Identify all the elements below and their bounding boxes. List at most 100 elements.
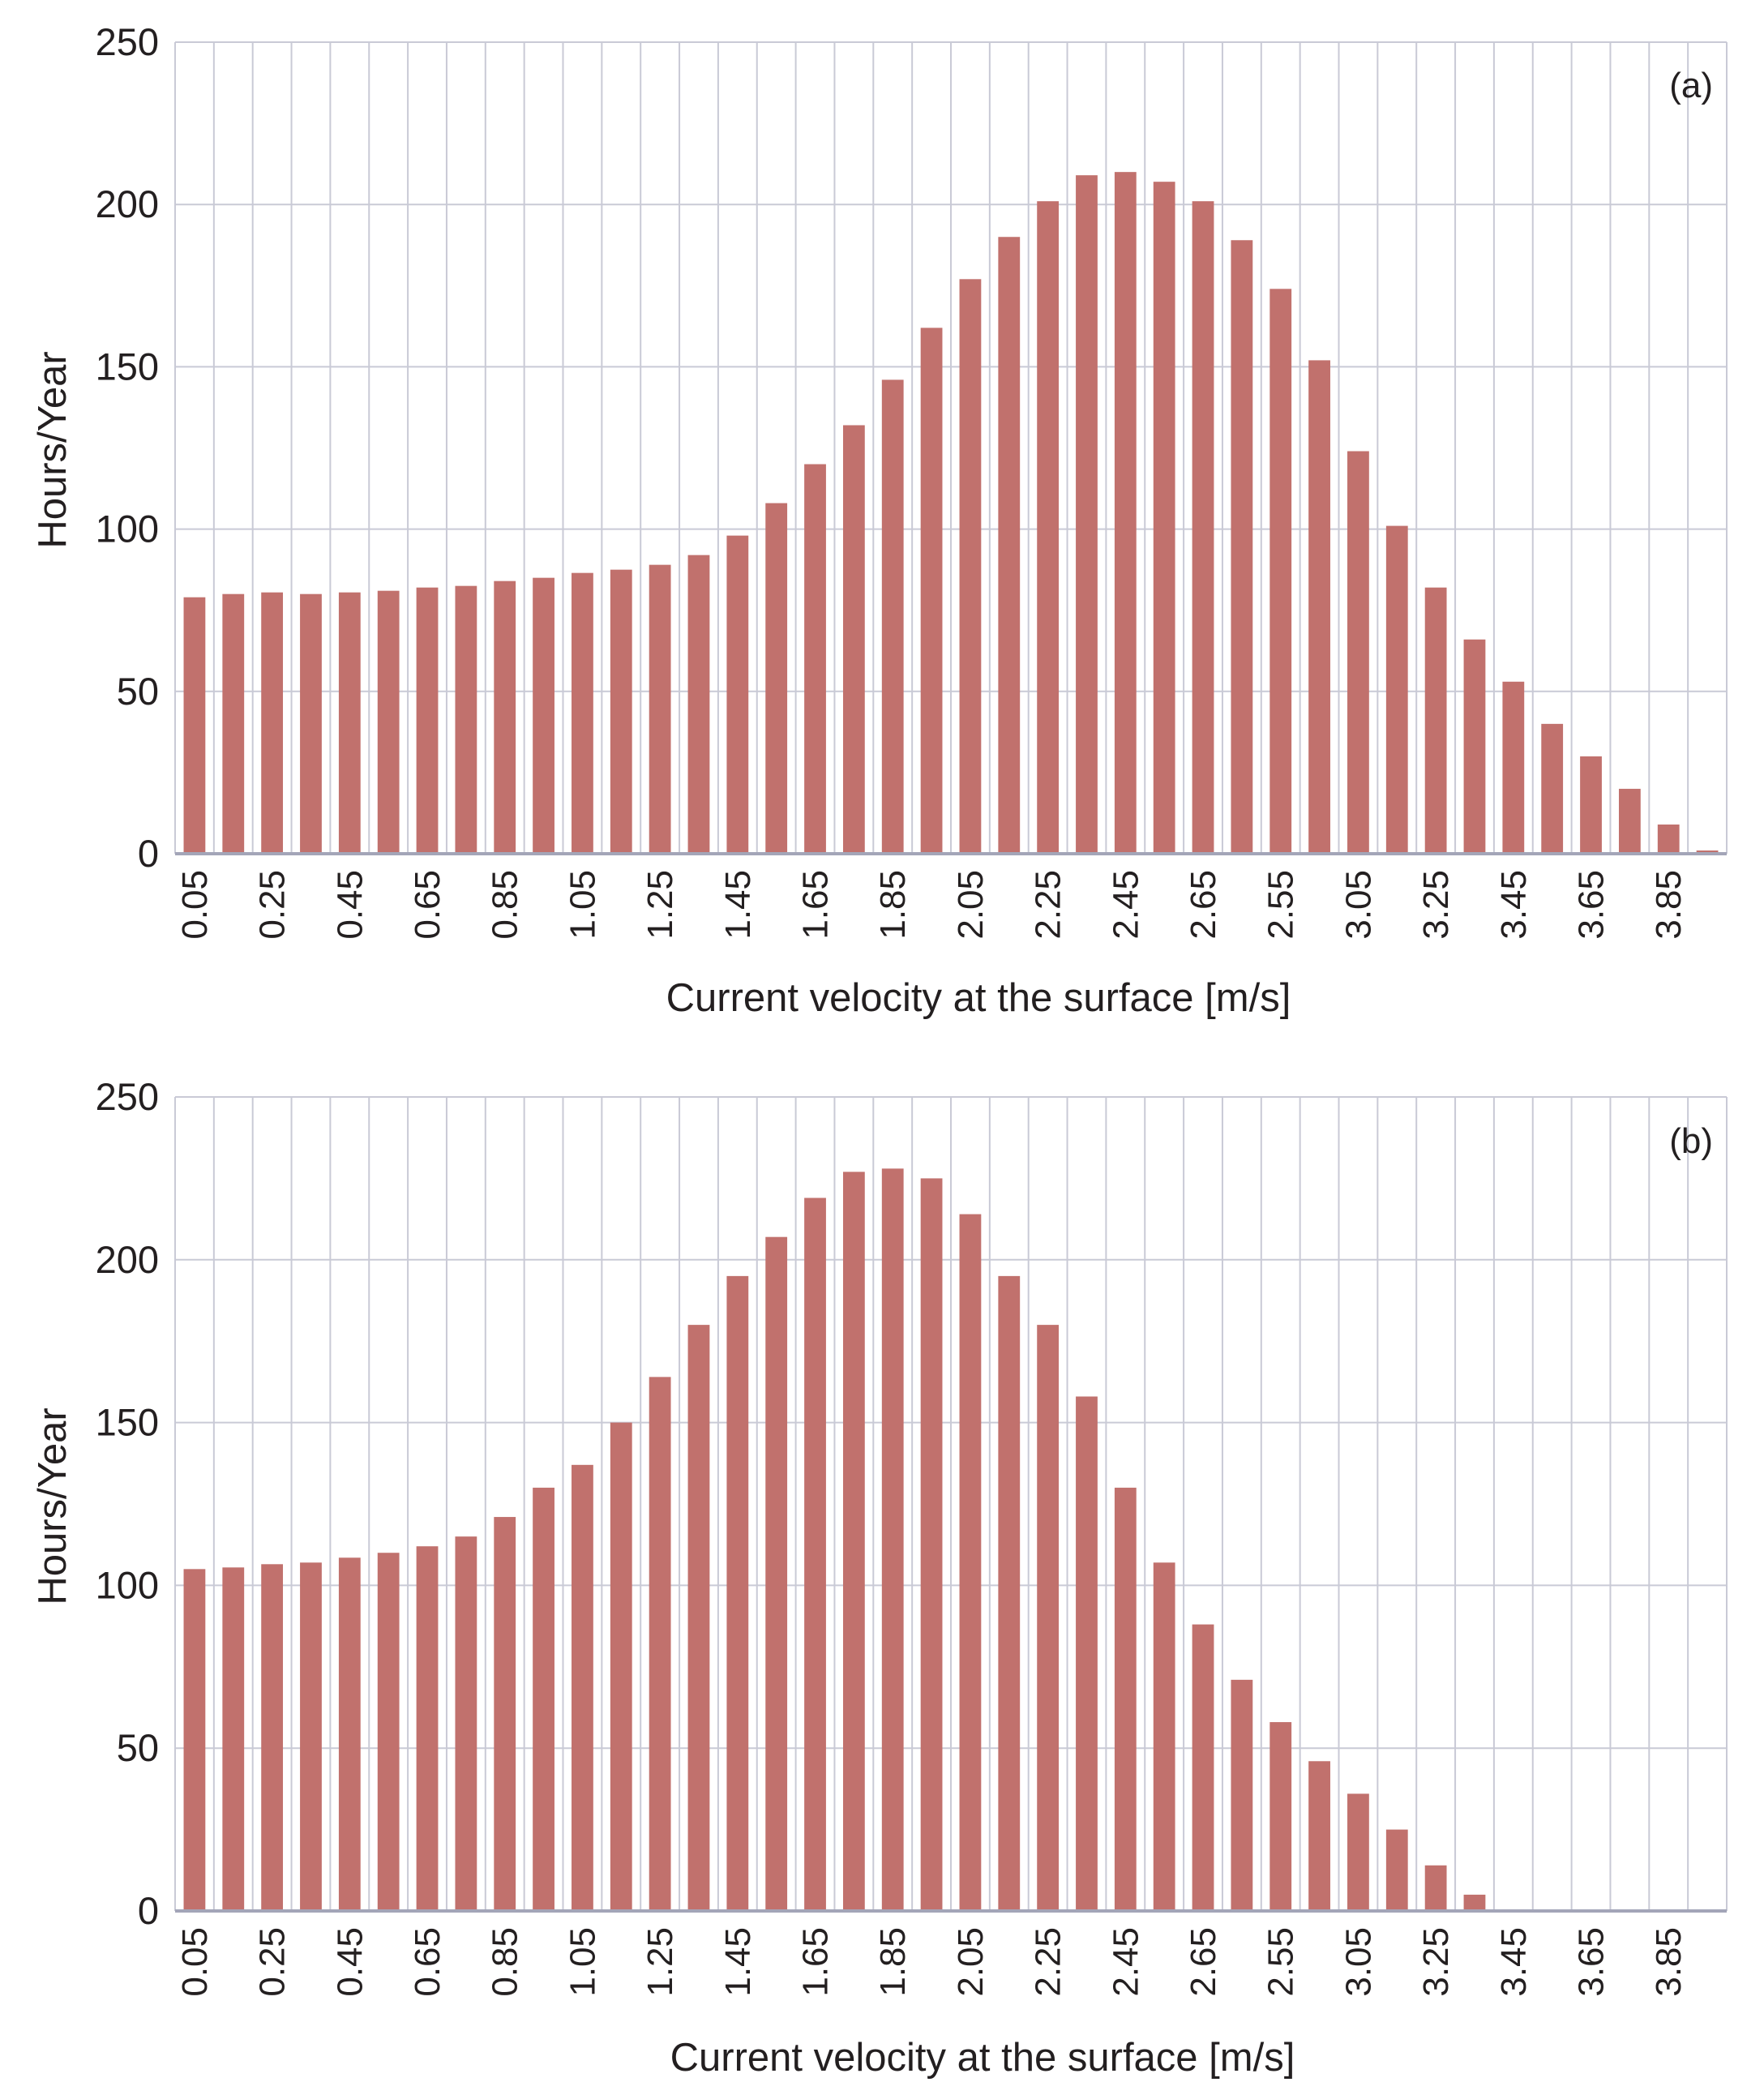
x-tick-label: 3.45	[1494, 870, 1534, 940]
x-tick-label: 2.45	[1106, 870, 1145, 940]
x-tick-label: 0.85	[486, 1927, 525, 1997]
y-axis-label: Hours/Year	[31, 351, 75, 548]
x-tick-label: 0.05	[175, 1927, 215, 1997]
bar	[920, 1178, 943, 1911]
y-ticks: 0 50 100 150 200 250	[96, 1075, 159, 1932]
bar	[1192, 1624, 1214, 1911]
bar	[1696, 850, 1719, 854]
x-tick-label: 2.55	[1261, 870, 1301, 940]
bar	[455, 585, 477, 854]
bar	[804, 1197, 826, 1911]
bar	[1463, 1894, 1486, 1911]
y-tick-label: 250	[96, 1075, 159, 1118]
bar	[416, 587, 439, 854]
bar	[649, 564, 671, 854]
bar	[1308, 1761, 1330, 1911]
x-tick-label: 0.85	[486, 870, 525, 940]
bar	[687, 555, 710, 854]
x-tick-label: 2.05	[951, 870, 991, 940]
bar	[726, 535, 749, 854]
y-tick-label: 250	[96, 20, 159, 63]
bar	[842, 425, 865, 854]
bar	[338, 1557, 361, 1911]
bar	[1231, 240, 1253, 854]
bar	[1463, 639, 1486, 854]
x-tick-label: 1.05	[563, 870, 602, 940]
bar	[1192, 201, 1214, 855]
y-axis-label: Hours/Year	[31, 1407, 75, 1604]
bar	[1037, 201, 1060, 855]
bar	[455, 1536, 477, 1911]
chart-panel-b: 0 50 100 150 200 250 0.05 0.25 0.45 0.65 0.85 1.05 1…	[31, 1075, 1728, 2080]
bar	[533, 1487, 554, 1911]
bar	[1269, 1722, 1292, 1911]
x-tick-label: 0.05	[175, 870, 215, 940]
x-tick-label: 3.05	[1338, 870, 1378, 940]
x-tick-label: 1.25	[640, 1927, 680, 1997]
y-tick-label: 150	[96, 345, 159, 388]
bar	[338, 592, 361, 854]
x-tick-label: 0.45	[330, 1927, 370, 1997]
bar	[998, 237, 1021, 854]
x-tick-label: 2.55	[1261, 1927, 1301, 1997]
bar	[1502, 681, 1525, 854]
gridlines	[174, 41, 1728, 854]
x-tick-label: 1.45	[718, 1927, 758, 1997]
bar	[881, 1168, 904, 1911]
x-tick-label: 3.65	[1572, 870, 1612, 940]
bar	[959, 1214, 982, 1911]
bar	[261, 592, 284, 854]
bar	[494, 581, 516, 854]
bar	[300, 1562, 322, 1911]
bar	[300, 593, 322, 854]
bars	[183, 172, 1719, 855]
bar	[1657, 824, 1680, 854]
bar	[1580, 756, 1602, 854]
bar	[998, 1275, 1021, 1911]
y-tick-label: 200	[96, 1238, 159, 1281]
bar	[649, 1377, 671, 1911]
x-tick-label: 0.65	[408, 1927, 447, 1997]
y-tick-label: 50	[117, 1726, 159, 1769]
x-ticks: 0.05 0.25 0.45 0.65 0.85 1.05 1.25 1.45 1.65 1.85…	[175, 870, 1689, 940]
bar	[1076, 1396, 1098, 1911]
gridlines	[174, 1096, 1728, 1911]
x-tick-label: 1.65	[796, 870, 836, 940]
bar	[572, 572, 593, 854]
bar	[687, 1325, 710, 1911]
x-tick-label: 3.25	[1416, 1927, 1456, 1997]
chart-panel-a: 0 50 100 150 200 250 0.05 0.25 0.45 0.65 0.85 1.05 1…	[31, 20, 1728, 1020]
x-tick-label: 1.25	[640, 870, 680, 940]
bar	[572, 1464, 593, 1911]
y-tick-label: 150	[96, 1401, 159, 1444]
bar	[881, 379, 904, 854]
x-tick-label: 2.25	[1029, 1927, 1068, 1997]
bar	[765, 1236, 788, 1911]
x-tick-label: 1.45	[718, 870, 758, 940]
x-tick-label: 0.65	[408, 870, 447, 940]
bar	[1269, 289, 1292, 855]
bar	[183, 1569, 206, 1911]
x-axis-label: Current velocity at the surface [m/s]	[666, 976, 1291, 1020]
panel-label: (b)	[1669, 1121, 1713, 1161]
x-tick-label: 3.85	[1649, 1927, 1689, 1997]
bar	[1541, 723, 1564, 854]
bar	[1037, 1325, 1060, 1911]
bar	[1308, 360, 1330, 855]
bar	[533, 577, 554, 854]
bar	[416, 1546, 439, 1911]
bar	[1231, 1679, 1253, 1911]
bar	[1114, 172, 1137, 854]
x-tick-label: 2.65	[1184, 1927, 1223, 1997]
x-tick-label: 0.45	[330, 870, 370, 940]
bar	[1424, 1865, 1447, 1911]
y-ticks: 0 50 100 150 200 250	[96, 20, 159, 875]
bar	[1153, 1562, 1175, 1911]
bar	[610, 1422, 632, 1911]
x-tick-label: 1.05	[563, 1927, 602, 1997]
x-tick-label: 2.45	[1106, 1927, 1145, 1997]
x-tick-label: 3.45	[1494, 1927, 1534, 1997]
x-tick-label: 2.25	[1029, 870, 1068, 940]
x-tick-label: 0.25	[253, 1927, 293, 1997]
